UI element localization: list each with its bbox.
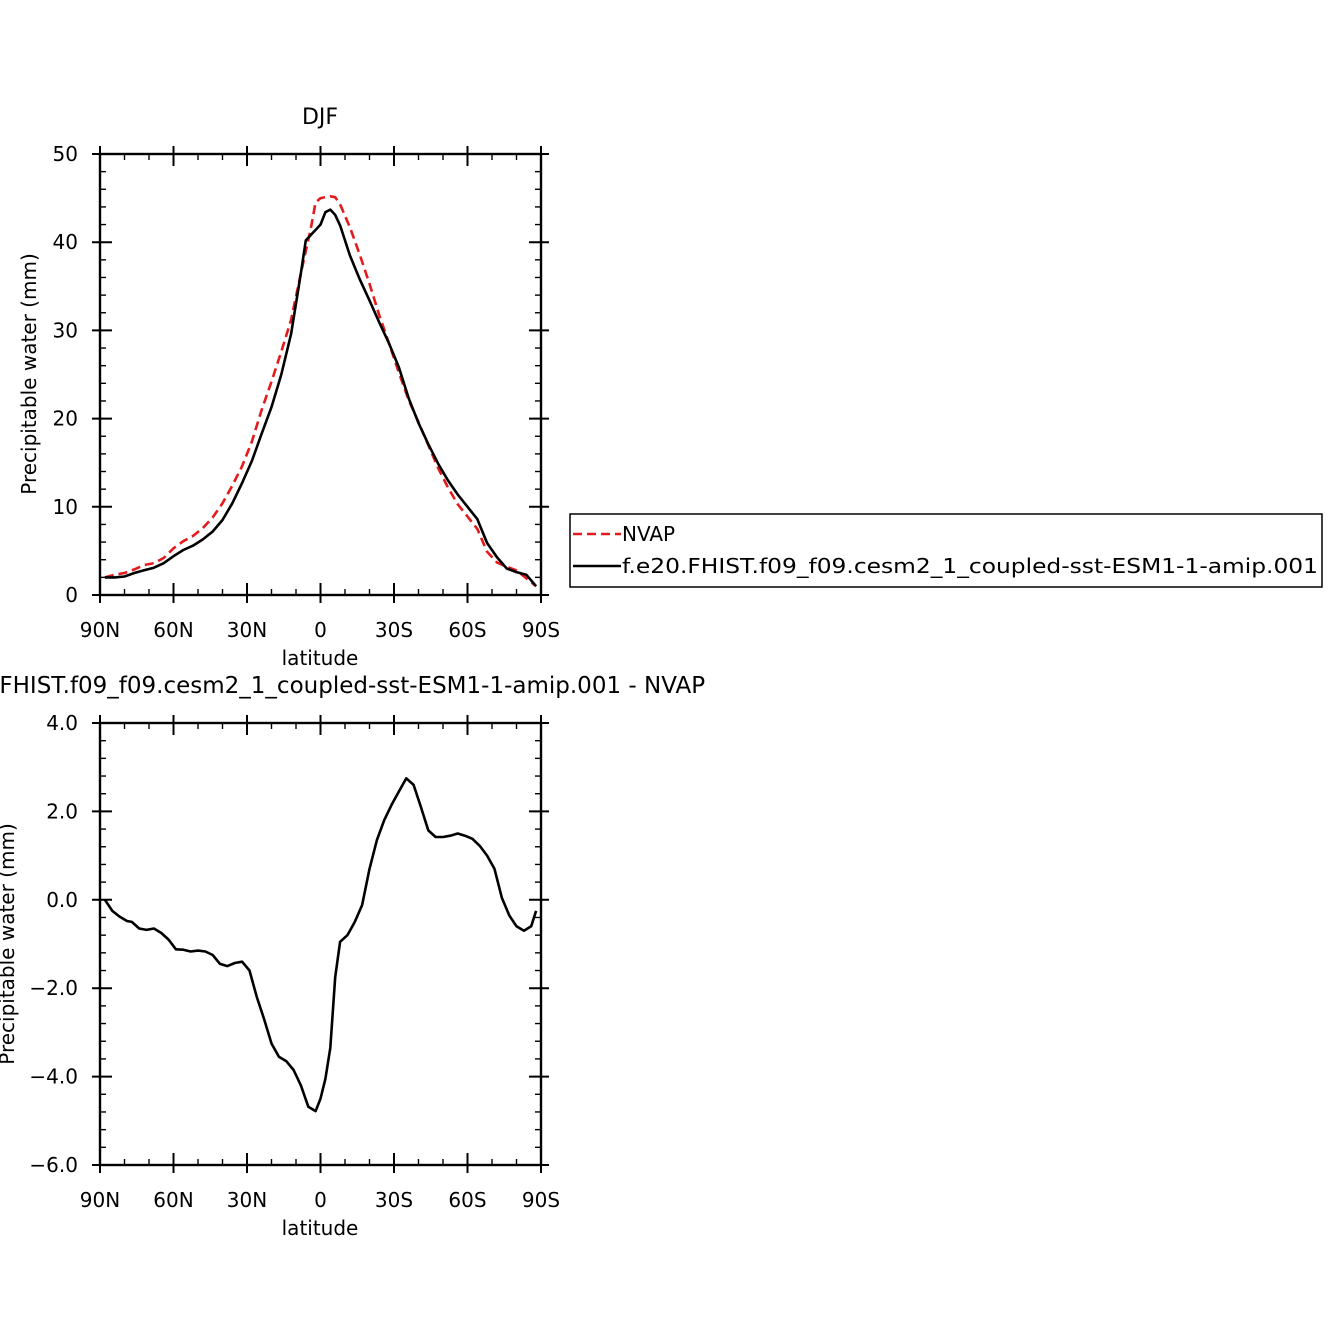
- top-x-tick-label: 60N: [153, 618, 193, 642]
- bottom-series-group: [103, 776, 538, 1113]
- legend-label-model: f.e20.FHIST.f09_f09.cesm2_1_coupled-sst-…: [622, 554, 1318, 578]
- top-axis-ticks: 90N 60N 30N 0 30S 60S 90S 0 10 20 30 40 50: [53, 142, 561, 642]
- bottom-x-axis-label: latitude: [282, 1216, 359, 1240]
- top-series-line-0: [104, 195, 537, 588]
- top-chart-title: DJF: [302, 105, 338, 130]
- bottom-y-tick-label: −4.0: [29, 1065, 78, 1089]
- top-y-tick-label: 0: [65, 583, 78, 607]
- legend-label-nvap: NVAP: [622, 522, 675, 546]
- top-x-tick-label: 30S: [375, 618, 413, 642]
- top-y-axis-label: Precipitable water (mm): [17, 253, 41, 495]
- top-chart-panel: DJF Precipitable water (mm) latitude 90N…: [17, 105, 560, 670]
- bottom-x-tick-label: 30N: [227, 1188, 267, 1212]
- bottom-x-tick-label: 0: [314, 1188, 327, 1212]
- top-y-tick-label: 50: [53, 142, 78, 166]
- bottom-x-tick-label: 30S: [375, 1188, 413, 1212]
- top-x-tick-label: 90N: [80, 618, 120, 642]
- top-x-tick-label: 30N: [227, 618, 267, 642]
- top-y-tick-label: 30: [53, 318, 78, 342]
- bottom-y-axis-label: Precipitable water (mm): [0, 823, 19, 1065]
- top-series-group: [104, 195, 538, 588]
- top-x-tick-label: 60S: [448, 618, 486, 642]
- bottom-axis-ticks: 90N 60N 30N 0 30S 60S 90S −6.0 −4.0 −2.0 0.0 2.0 4.0: [29, 711, 560, 1212]
- bottom-plot-frame: [98, 721, 543, 1167]
- bottom-y-tick-label: 2.0: [46, 799, 78, 823]
- top-y-tick-label: 10: [53, 495, 78, 519]
- bottom-chart-title: f.e20.FHIST.f09_f09.cesm2_1_coupled-sst-…: [0, 673, 705, 699]
- legend: NVAP f.e20.FHIST.f09_f09.cesm2_1_coupled…: [569, 513, 1323, 588]
- bottom-x-tick-label: 90S: [522, 1188, 560, 1212]
- bottom-series-line-0: [103, 776, 538, 1113]
- top-x-tick-label: 0: [314, 618, 327, 642]
- bottom-y-tick-label: 0.0: [46, 888, 78, 912]
- top-series-line-1: [104, 208, 538, 588]
- bottom-x-tick-label: 60N: [153, 1188, 193, 1212]
- bottom-y-tick-label: 4.0: [46, 711, 78, 735]
- top-plot-frame: [98, 152, 543, 597]
- bottom-y-tick-label: −6.0: [29, 1153, 78, 1177]
- bottom-y-tick-label: −2.0: [29, 976, 78, 1000]
- top-y-tick-label: 20: [53, 407, 78, 431]
- bottom-chart-panel: f.e20.FHIST.f09_f09.cesm2_1_coupled-sst-…: [0, 673, 705, 1240]
- bottom-x-tick-label: 60S: [448, 1188, 486, 1212]
- top-x-axis-label: latitude: [282, 646, 359, 670]
- bottom-x-tick-label: 90N: [80, 1188, 120, 1212]
- top-y-tick-label: 40: [53, 230, 78, 254]
- legend-box: [569, 513, 1323, 588]
- top-x-tick-label: 90S: [522, 618, 560, 642]
